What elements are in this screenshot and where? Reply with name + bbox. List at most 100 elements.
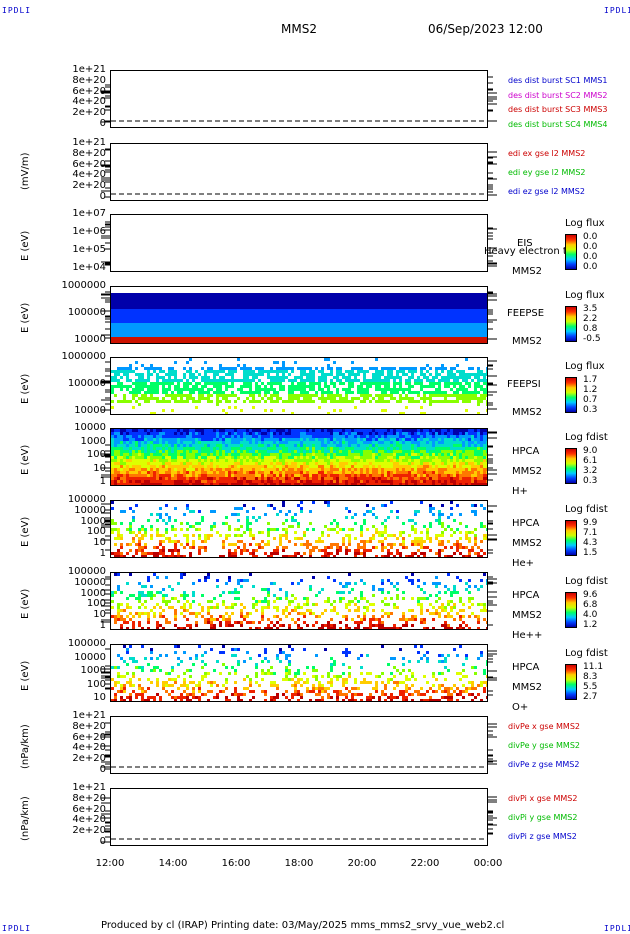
heatmap-cell (339, 477, 342, 480)
heatmap-cell (117, 370, 120, 373)
heatmap-cell (276, 597, 279, 600)
heatmap-cell (354, 627, 357, 629)
heatmap-cell (432, 379, 435, 382)
heatmap-cell (336, 432, 339, 435)
heatmap-cell (465, 444, 468, 447)
heatmap-cell (204, 453, 207, 456)
heatmap-cell (240, 456, 243, 459)
heatmap-cell (381, 549, 384, 552)
heatmap-cell (357, 447, 360, 450)
heatmap-cell (126, 528, 129, 531)
heatmap-cell (180, 444, 183, 447)
heatmap-cell (255, 376, 258, 379)
heatmap-cell (315, 540, 318, 543)
heatmap-cell (411, 373, 414, 376)
heatmap-cell (180, 471, 183, 474)
heatmap-cell (174, 543, 177, 546)
heatmap-cell (183, 573, 186, 576)
heatmap-cell (408, 400, 411, 403)
heatmap-cell (297, 468, 300, 471)
heatmap-cell (447, 480, 450, 483)
heatmap-cell (351, 480, 354, 483)
heatmap-cell (156, 474, 159, 477)
heatmap-cell (324, 459, 327, 462)
heatmap-cell (471, 474, 474, 477)
heatmap-cell (480, 465, 483, 468)
heatmap-cell (192, 435, 195, 438)
heatmap-cell (210, 480, 213, 483)
heatmap-cell (129, 459, 132, 462)
heatmap-cell (156, 519, 159, 522)
heatmap-cell (225, 429, 228, 432)
heatmap-cell (222, 438, 225, 441)
y-tick-label: 10 (93, 462, 106, 474)
heatmap-cell (480, 438, 483, 441)
heatmap-cell (369, 618, 372, 621)
heatmap-cell (324, 397, 327, 400)
heatmap-cell (408, 429, 411, 432)
heatmap-cell (486, 400, 487, 403)
heatmap-cell (153, 429, 156, 432)
heatmap-cell (324, 600, 327, 603)
heatmap-cell (198, 438, 201, 441)
y-tick-label: 1e+21 (72, 137, 106, 148)
heatmap-cell (327, 358, 330, 361)
heatmap-cell (162, 447, 165, 450)
heatmap-cell (351, 361, 354, 364)
heatmap-cell (384, 432, 387, 435)
heatmap-cell (333, 385, 336, 388)
heatmap-cell (465, 468, 468, 471)
heatmap-cell (288, 462, 291, 465)
heatmap-cell (480, 477, 483, 480)
heatmap-cell (267, 522, 270, 525)
heatmap-cell (450, 453, 453, 456)
heatmap-cell (129, 370, 132, 373)
heatmap-cell (366, 477, 369, 480)
heatmap-cell (255, 429, 258, 432)
heatmap-cell (429, 400, 432, 403)
heatmap-cell (354, 429, 357, 432)
heatmap-cell (240, 624, 243, 627)
heatmap-cell (318, 382, 321, 385)
heatmap-cell (417, 555, 420, 557)
heatmap-cell (192, 450, 195, 453)
heatmap-cell (411, 543, 414, 546)
heatmap-cell (342, 615, 345, 618)
heatmap-cell (234, 507, 237, 510)
heatmap-cell (219, 459, 222, 462)
heatmap-cell (393, 429, 396, 432)
heatmap-cell (279, 468, 282, 471)
heatmap-cell (321, 453, 324, 456)
heatmap-cell (264, 552, 267, 555)
heatmap-cell (360, 388, 363, 391)
heatmap-cell (360, 477, 363, 480)
heatmap-cell (258, 373, 261, 376)
heatmap-cell (138, 376, 141, 379)
heatmap-cell (336, 480, 339, 483)
heatmap-cell (351, 468, 354, 471)
heatmap-cell (387, 471, 390, 474)
heatmap-cell (279, 534, 282, 537)
heatmap-cell (363, 597, 366, 600)
heatmap-cell (258, 531, 261, 534)
heatmap-cell (120, 471, 123, 474)
heatmap-cell (297, 612, 300, 615)
heatmap-cell (333, 555, 336, 557)
heatmap-cell (318, 432, 321, 435)
heatmap-cell (300, 543, 303, 546)
heatmap-cell (249, 483, 252, 485)
heatmap-cell (444, 477, 447, 480)
heatmap-cell (387, 555, 390, 557)
heatmap-cell (462, 394, 465, 397)
heatmap-cell (303, 459, 306, 462)
heatmap-cell (282, 504, 285, 507)
heatmap-cell (483, 438, 486, 441)
heatmap-cell (168, 435, 171, 438)
heatmap-cell (252, 606, 255, 609)
heatmap-cell (306, 376, 309, 379)
heatmap-cell (288, 438, 291, 441)
heatmap-cell (285, 429, 288, 432)
heatmap-cell (384, 546, 387, 549)
heatmap-cell (480, 444, 483, 447)
heatmap-cell (195, 474, 198, 477)
